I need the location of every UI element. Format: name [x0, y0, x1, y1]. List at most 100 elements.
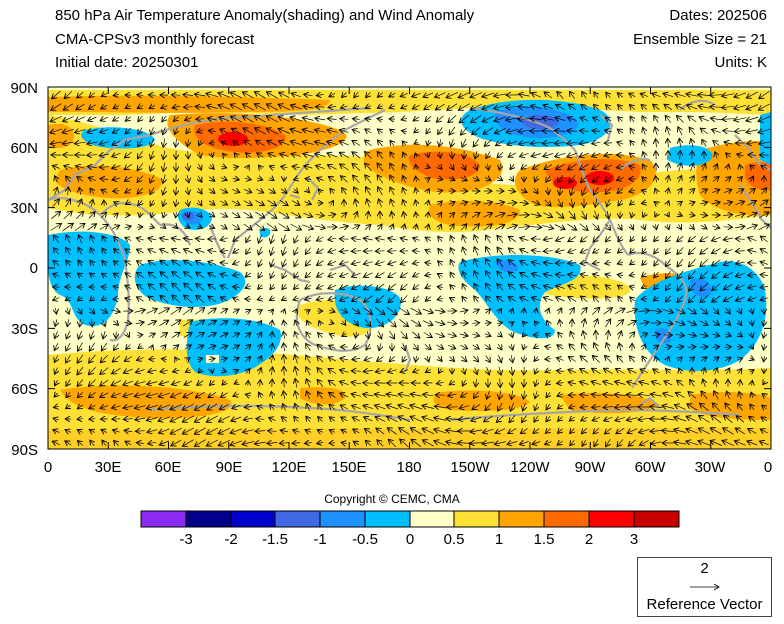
wind-vector	[606, 105, 611, 110]
wind-vector	[449, 213, 454, 218]
wind-vector	[668, 151, 669, 160]
wind-vector	[426, 178, 430, 181]
wind-vector	[508, 190, 515, 191]
wind-vector	[568, 104, 576, 110]
wind-vector	[242, 116, 254, 123]
wind-vector	[100, 179, 109, 180]
colorbar-label: -0.5	[352, 531, 378, 548]
colorbar-label: 1.5	[534, 531, 555, 548]
wind-vector	[582, 210, 586, 219]
wind-vector	[426, 127, 430, 134]
wind-vector	[520, 153, 529, 156]
wind-vector	[163, 199, 166, 207]
wind-vector	[315, 118, 326, 120]
wind-vector	[377, 106, 383, 109]
wind-vector	[448, 115, 457, 122]
wind-vector	[259, 165, 262, 169]
wind-vector	[124, 151, 132, 158]
wind-vector	[246, 235, 251, 243]
wind-vector	[390, 175, 394, 184]
colorbar-label: -2	[224, 531, 237, 548]
wind-vector	[758, 224, 770, 231]
wind-vector	[150, 174, 154, 183]
wind-vector	[352, 119, 360, 120]
wind-vector	[266, 92, 278, 99]
wind-vector	[198, 226, 203, 228]
colorbar-swatch	[275, 511, 320, 527]
wind-vector	[530, 142, 542, 144]
wind-vector	[592, 153, 601, 156]
wind-vector	[629, 166, 636, 168]
wind-vector	[688, 189, 695, 194]
wind-vector	[184, 107, 193, 108]
wind-vector	[593, 104, 598, 109]
colorbar-swatch	[454, 511, 499, 527]
wind-vector	[462, 235, 465, 244]
wind-vector	[710, 95, 723, 96]
wind-vector	[231, 116, 242, 123]
wind-vector	[653, 104, 660, 111]
wind-vector	[567, 117, 577, 120]
wind-vector	[748, 155, 757, 156]
wind-vector	[425, 116, 432, 121]
wind-vector	[435, 103, 445, 110]
wind-vector	[494, 105, 507, 108]
wind-vector	[519, 94, 530, 96]
wind-vector	[314, 226, 326, 228]
wind-vector	[102, 236, 106, 243]
wind-vector	[218, 93, 231, 98]
wind-vector	[759, 91, 770, 98]
wind-vector	[257, 153, 264, 157]
wind-vector	[352, 152, 361, 159]
wind-vector	[220, 201, 227, 205]
wind-vector	[642, 116, 646, 123]
wind-vector	[642, 177, 646, 181]
wind-vector	[403, 224, 405, 231]
colorbar-swatch	[410, 511, 454, 527]
wind-vector	[594, 92, 598, 99]
wind-vector	[206, 93, 219, 96]
wind-vector	[758, 212, 769, 219]
wind-vector	[558, 198, 562, 207]
colorbar-swatch	[365, 511, 410, 527]
colorbar-label: 2	[585, 531, 593, 548]
wind-vector	[700, 225, 707, 229]
wind-vector	[687, 105, 698, 109]
wind-vector	[198, 187, 202, 194]
wind-vector	[89, 93, 96, 98]
wind-vector	[678, 127, 682, 136]
wind-vector	[50, 224, 62, 231]
wind-vector	[389, 93, 396, 97]
wind-vector	[243, 189, 252, 192]
wind-vector	[641, 104, 648, 109]
wind-vector	[413, 117, 420, 121]
lat-label-60s: 60S	[11, 381, 38, 398]
wind-vector	[414, 129, 418, 133]
wind-vector	[88, 105, 96, 110]
wind-vector	[389, 106, 396, 109]
wind-vector	[364, 224, 371, 229]
wind-vector	[738, 177, 743, 182]
wind-vector	[363, 238, 373, 240]
wind-vector	[294, 234, 298, 243]
wind-vector	[579, 142, 589, 144]
wind-vector	[243, 128, 254, 135]
wind-vector	[149, 105, 156, 108]
wind-vector	[303, 154, 314, 157]
wind-vector	[314, 130, 326, 133]
wind-vector	[734, 130, 746, 131]
wind-vector	[255, 211, 264, 218]
wind-vector	[77, 91, 84, 98]
colorbar-swatch	[320, 511, 365, 527]
wind-vector	[747, 142, 758, 143]
wind-vector	[556, 104, 565, 110]
wind-vector	[508, 153, 517, 157]
wind-vector	[403, 152, 406, 158]
wind-vector	[506, 118, 519, 120]
wind-vector	[699, 117, 710, 121]
wind-vector	[594, 186, 599, 195]
wind-vector	[314, 142, 326, 145]
colorbar-swatch	[141, 511, 186, 527]
wind-vector	[234, 167, 239, 168]
wind-vector	[556, 164, 565, 169]
